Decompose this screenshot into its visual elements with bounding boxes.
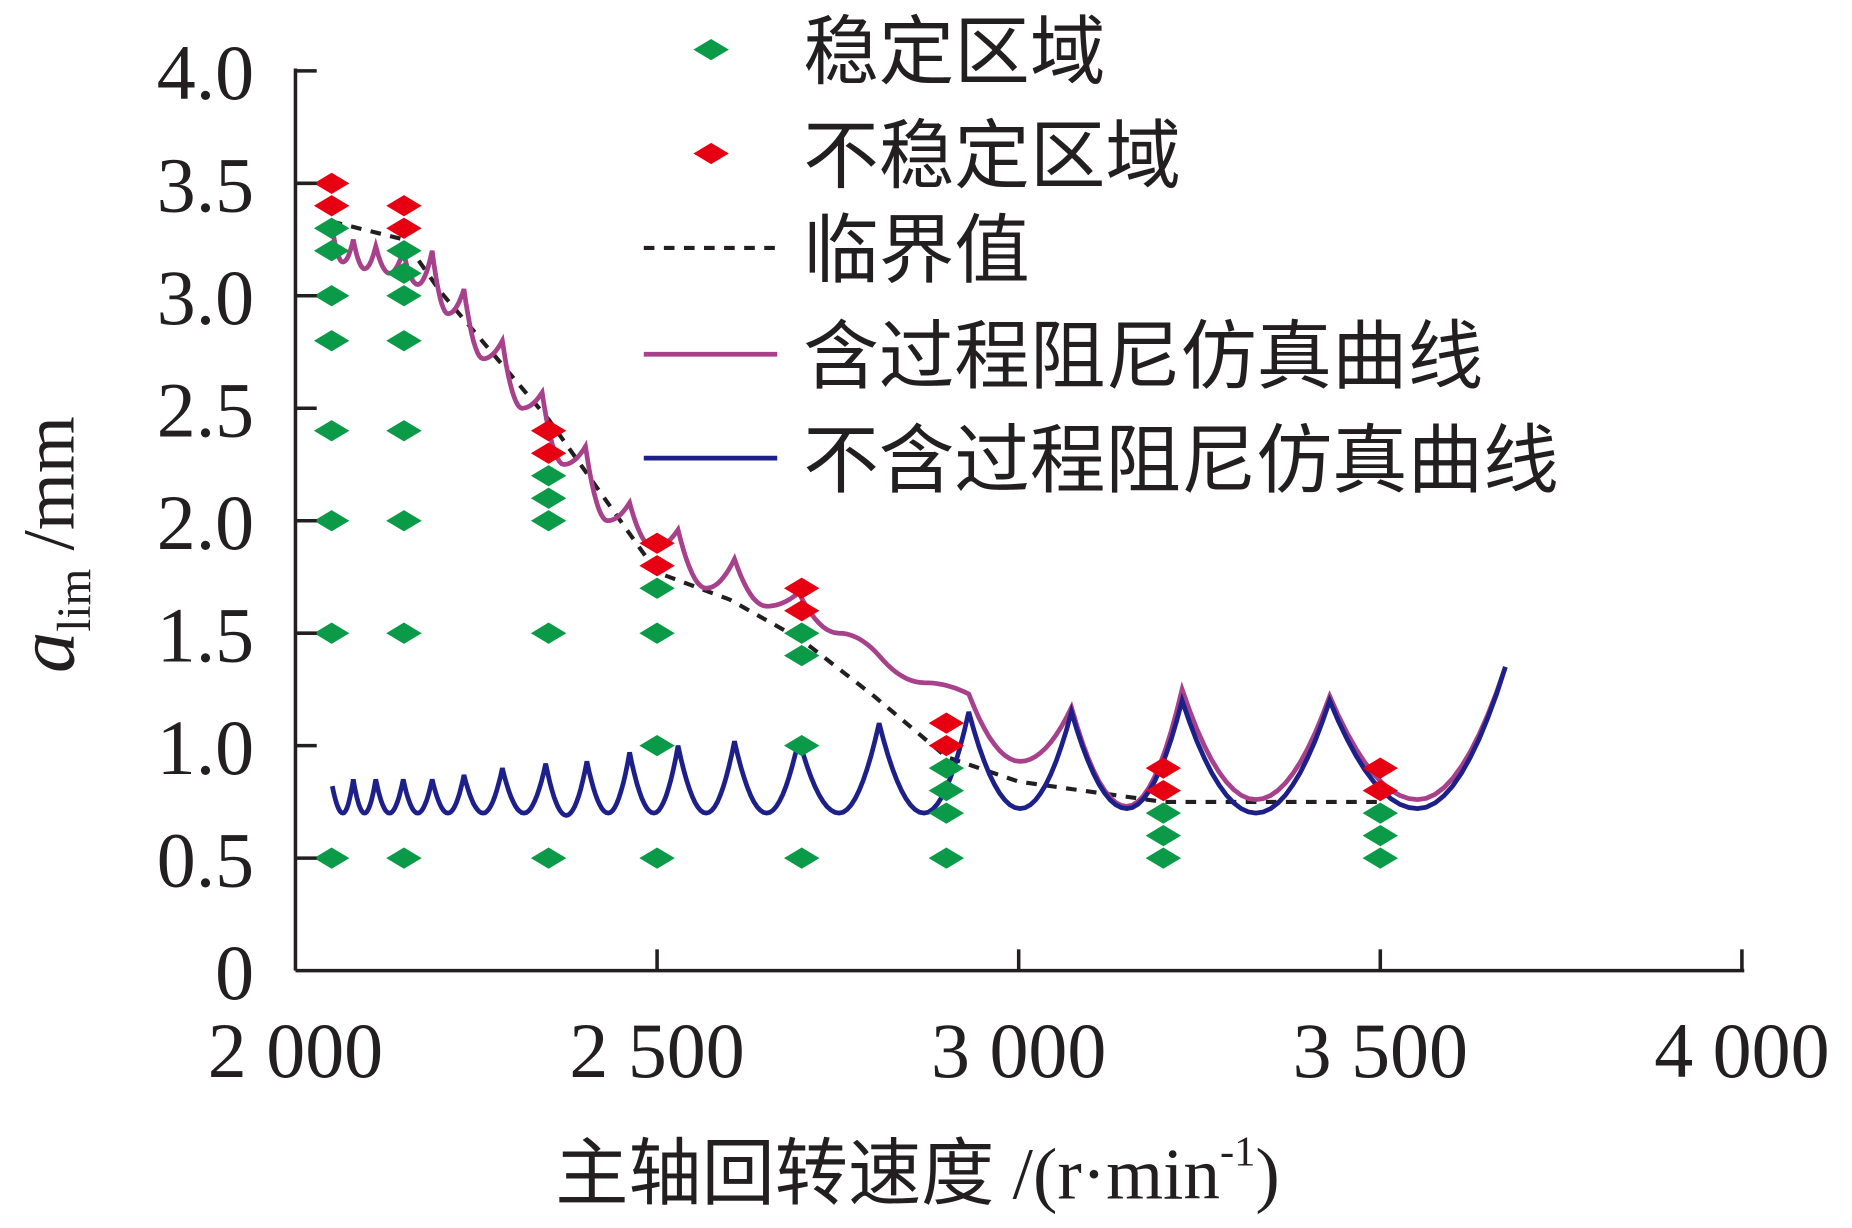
legend-label: 稳定区域 bbox=[803, 8, 1105, 96]
stable-point bbox=[784, 847, 820, 869]
x-tick-label: 3 000 bbox=[931, 1008, 1106, 1094]
y-tick-label: 1.0 bbox=[157, 705, 254, 791]
unstable-point bbox=[784, 600, 820, 622]
stable-point bbox=[386, 510, 422, 532]
unstable-point bbox=[530, 420, 567, 442]
series-markers-0 bbox=[313, 217, 1399, 869]
stable-point bbox=[1362, 802, 1399, 824]
stable-point bbox=[928, 757, 965, 779]
legend-label: 含过程阻尼仿真曲线 bbox=[803, 313, 1483, 401]
simulation-curve bbox=[329, 666, 1508, 818]
y-tick-label: 1.5 bbox=[157, 593, 254, 679]
y-tick-label: 4.0 bbox=[157, 30, 254, 116]
unstable-point bbox=[386, 217, 422, 239]
stable-point bbox=[386, 262, 422, 284]
unstable-point bbox=[639, 532, 675, 554]
y-tick-label: 2.5 bbox=[157, 368, 254, 454]
stable-point bbox=[639, 577, 675, 599]
stable-point bbox=[1145, 847, 1182, 869]
stable-point bbox=[1362, 825, 1399, 847]
stable-point bbox=[530, 847, 567, 869]
x-tick-label: 2 500 bbox=[569, 1008, 744, 1094]
stable-point bbox=[386, 240, 422, 262]
ticks: 0 0.5 1.0 1.5 2.0 2.5 3.0 3.5 4.0 2 000 2 500 3 000… bbox=[157, 30, 1830, 1094]
stable-point bbox=[386, 622, 422, 644]
stable-point bbox=[313, 285, 350, 307]
stable-point bbox=[313, 217, 350, 239]
stable-point bbox=[530, 487, 567, 509]
y-tick-label: 3.0 bbox=[157, 255, 254, 341]
stable-point bbox=[386, 420, 422, 442]
legend-item: 含过程阻尼仿真曲线 bbox=[643, 313, 1483, 401]
y-tick-label: 3.5 bbox=[157, 143, 254, 229]
stable-point bbox=[1362, 847, 1399, 869]
legend-marker bbox=[693, 142, 729, 165]
x-tick-label: 4 000 bbox=[1654, 1008, 1829, 1094]
unstable-point bbox=[313, 195, 350, 217]
unstable-point bbox=[928, 735, 965, 757]
stable-point bbox=[928, 847, 965, 869]
unstable-point bbox=[1362, 780, 1399, 802]
series-2 bbox=[331, 219, 1381, 804]
stable-point bbox=[639, 847, 675, 869]
stable-point bbox=[313, 240, 350, 262]
stable-point bbox=[386, 847, 422, 869]
series-4 bbox=[329, 666, 1508, 818]
legend-item: 不含过程阻尼仿真曲线 bbox=[643, 416, 1559, 504]
y-tick-label: 0 bbox=[215, 930, 254, 1016]
stable-point bbox=[1145, 825, 1182, 847]
unstable-point bbox=[928, 712, 965, 734]
stable-point bbox=[386, 330, 422, 352]
critical-line bbox=[331, 219, 1381, 804]
legend-label: 临界值 bbox=[803, 206, 1030, 294]
unstable-point bbox=[1145, 757, 1182, 779]
stable-point bbox=[928, 780, 965, 802]
legend-item: 稳定区域 bbox=[693, 8, 1105, 96]
legend-item: 临界值 bbox=[643, 206, 1030, 294]
x-axis-label: 主轴回转速度 /(r·min-1) bbox=[555, 1128, 1280, 1214]
stable-point bbox=[530, 465, 567, 487]
y-tick-label: 2.0 bbox=[157, 480, 254, 566]
unstable-point bbox=[784, 577, 820, 599]
stable-point bbox=[313, 420, 350, 442]
unstable-point bbox=[639, 555, 675, 577]
x-tick-label: 3 500 bbox=[1293, 1008, 1468, 1094]
axes bbox=[293, 68, 1745, 973]
unstable-point bbox=[313, 172, 350, 194]
stable-point bbox=[313, 330, 350, 352]
legend-item: 不稳定区域 bbox=[693, 112, 1181, 200]
unstable-point bbox=[1362, 757, 1399, 779]
stable-point bbox=[313, 622, 350, 644]
y-axis-label: alim /mm bbox=[0, 416, 101, 673]
stable-point bbox=[313, 847, 350, 869]
stable-point bbox=[313, 510, 350, 532]
legend-label: 不含过程阻尼仿真曲线 bbox=[803, 416, 1558, 504]
stable-point bbox=[639, 622, 675, 644]
stable-point bbox=[530, 510, 567, 532]
unstable-point bbox=[386, 195, 422, 217]
legend-label: 不稳定区域 bbox=[803, 112, 1181, 200]
stable-point bbox=[784, 735, 820, 757]
stable-point bbox=[928, 802, 965, 824]
stable-point bbox=[386, 285, 422, 307]
y-tick-label: 0.5 bbox=[157, 817, 254, 903]
x-tick-label: 2 000 bbox=[208, 1008, 383, 1094]
stable-point bbox=[639, 735, 675, 757]
legend-marker bbox=[693, 38, 729, 61]
stable-point bbox=[530, 622, 567, 644]
stable-point bbox=[784, 645, 820, 667]
stable-point bbox=[784, 622, 820, 644]
stable-point bbox=[1145, 802, 1182, 824]
